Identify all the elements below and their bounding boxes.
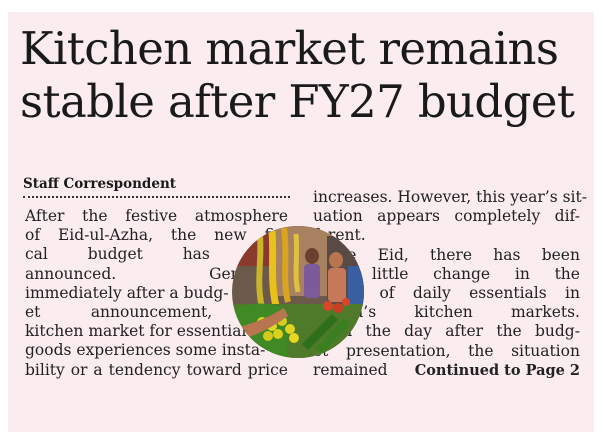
word: atmosphere bbox=[194, 207, 288, 225]
word: After bbox=[25, 207, 65, 225]
word: markets. bbox=[510, 303, 580, 322]
word: the bbox=[496, 322, 522, 341]
word: completely bbox=[454, 207, 541, 226]
word: presentation, bbox=[346, 341, 451, 360]
word: increases. However, this year’s sit- bbox=[313, 188, 587, 206]
left-column-line: bility or a tendency toward price bbox=[25, 361, 288, 380]
word: day bbox=[404, 322, 433, 341]
word: budg- bbox=[534, 322, 580, 341]
word: festive bbox=[125, 207, 178, 225]
word: Eid-ul-Azha, bbox=[57, 226, 154, 245]
word: the bbox=[365, 322, 391, 341]
word: of bbox=[25, 226, 41, 245]
word: kitchen bbox=[414, 303, 473, 322]
market-photo-image bbox=[232, 226, 364, 358]
word: the bbox=[468, 341, 494, 360]
word: immediately after a budg- bbox=[25, 283, 229, 302]
word: Eid, bbox=[377, 245, 409, 264]
word: in bbox=[514, 264, 530, 283]
word: tendency bbox=[108, 360, 181, 379]
word: new bbox=[214, 226, 247, 245]
word: bility bbox=[25, 360, 65, 379]
word: a bbox=[93, 360, 103, 379]
word: the bbox=[554, 264, 580, 283]
word: or bbox=[70, 360, 88, 379]
right-column-line: increases. However, this year’s sit- bbox=[313, 188, 587, 207]
word: announcement, bbox=[90, 303, 213, 321]
headline-line-2: stable after FY27 budget bbox=[20, 75, 575, 128]
word: announced. bbox=[25, 264, 117, 283]
word: been bbox=[541, 245, 580, 264]
word: kitchen market for essential bbox=[25, 322, 247, 341]
word: the bbox=[82, 207, 108, 225]
word: et bbox=[25, 303, 41, 321]
word: change bbox=[433, 264, 491, 283]
word: little bbox=[371, 264, 409, 283]
dotted-divider bbox=[23, 196, 290, 198]
left-column-line: kitchen market for essential bbox=[25, 322, 288, 341]
left-column-line: immediately after a budg- bbox=[25, 284, 288, 303]
continued-to-page-link: Continued to Page 2 bbox=[414, 361, 580, 379]
word: daily bbox=[412, 284, 451, 302]
word: appears bbox=[377, 207, 440, 226]
right-column-line: remained Continued to Page 2 bbox=[313, 361, 580, 380]
newspaper-clipping bbox=[8, 12, 594, 432]
word: dif- bbox=[554, 207, 580, 226]
word: after bbox=[445, 322, 484, 341]
word: uation bbox=[313, 207, 363, 226]
word: of bbox=[379, 284, 395, 302]
word: the bbox=[170, 226, 197, 245]
byline: Staff Correspondent bbox=[23, 176, 177, 192]
right-column-line: ferent. bbox=[313, 226, 580, 245]
word: has bbox=[182, 245, 210, 264]
word: there bbox=[430, 245, 473, 264]
left-column-line: goods experiences some insta- bbox=[25, 341, 288, 360]
word: remained bbox=[313, 360, 388, 379]
word: budget bbox=[87, 245, 143, 264]
word: has bbox=[493, 245, 521, 264]
word: cal bbox=[25, 245, 48, 264]
word: situation bbox=[511, 341, 580, 360]
word: toward bbox=[186, 360, 242, 379]
market-photo bbox=[232, 226, 364, 358]
headline: Kitchen market remains stable after FY27… bbox=[20, 22, 580, 128]
word: goods experiences some insta- bbox=[25, 341, 266, 360]
word: essentials bbox=[469, 284, 547, 302]
right-column-line: uation appears completely dif- bbox=[313, 207, 580, 226]
word: price bbox=[247, 360, 288, 379]
headline-line-1: Kitchen market remains bbox=[20, 22, 559, 75]
word: in bbox=[565, 284, 580, 302]
left-column-line: After the festive atmosphere bbox=[25, 207, 288, 226]
